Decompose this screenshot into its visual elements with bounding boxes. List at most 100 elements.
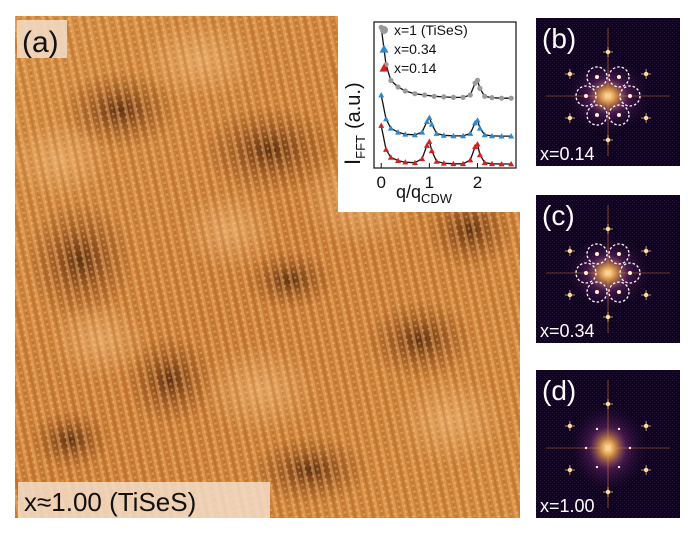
inset-point	[383, 115, 390, 122]
inset-point	[498, 95, 505, 101]
inset-point	[450, 160, 457, 167]
fft-panel-label: (d)	[542, 375, 576, 406]
inset-xlabel-sub: CDW	[421, 191, 453, 206]
inset-point	[489, 95, 495, 101]
fft-panel-caption: x=0.14	[540, 144, 595, 164]
inset-series-0	[378, 24, 514, 101]
inset-xtick-label: 0	[376, 173, 385, 192]
fft-panel-label: (c)	[542, 200, 575, 231]
fft-dashed-circle	[619, 262, 641, 284]
fft-dashed-circle	[608, 66, 630, 88]
fft-cdw-peak	[584, 446, 588, 450]
inset-fit-line-1	[380, 94, 512, 137]
inset-point	[482, 93, 488, 99]
inset-point	[498, 161, 505, 167]
inset-point	[488, 160, 495, 167]
fft-panel-label: (b)	[542, 23, 576, 54]
fft-dashed-circle	[575, 262, 597, 284]
inset-point	[395, 84, 401, 90]
inset-point	[411, 159, 418, 166]
inset-point	[498, 133, 505, 139]
inset-point	[423, 142, 430, 148]
inset-point	[508, 133, 515, 139]
inset-series-1	[378, 92, 515, 139]
inset-point	[433, 130, 440, 136]
fft-panel-caption: x=1.00	[540, 496, 595, 516]
inset-x-ticks: 0 1 2	[376, 163, 482, 192]
fft-cdw-peak	[617, 74, 621, 79]
inset-point	[402, 88, 408, 94]
inset-point	[421, 92, 428, 98]
fft-cdw-peak	[617, 465, 621, 469]
inset-point	[411, 131, 418, 138]
fft-dashed-circle	[575, 85, 597, 107]
fft-dashed-circle	[586, 281, 608, 303]
inset-point	[481, 131, 488, 138]
fft-cdw-peak	[584, 94, 588, 98]
inset-point	[378, 122, 385, 128]
fft-dashed-circle	[608, 243, 630, 265]
inset-legend-label: x=1 (TiSeS)	[394, 22, 468, 38]
inset-point	[428, 147, 435, 154]
inset-point	[460, 160, 467, 167]
svg-text:q/qCDW: q/qCDW	[396, 182, 453, 206]
fft-cdw-peak	[595, 290, 599, 295]
inset-point	[508, 95, 514, 101]
svg-text:IFFT(a.u.): IFFT (a.u.)	[340, 82, 368, 165]
inset-point	[431, 93, 437, 99]
fft-panel-caption: x=0.34	[540, 321, 595, 341]
inset-point	[419, 155, 426, 162]
inset-ylabel-main: I	[340, 159, 365, 165]
inset-point	[474, 141, 481, 147]
inset-point	[467, 130, 474, 136]
inset-point	[387, 154, 394, 160]
inset-axes-frame	[373, 21, 517, 169]
inset-point	[426, 114, 433, 120]
inset-point	[508, 161, 515, 167]
inset-legend-marker	[379, 63, 389, 72]
inset-point	[474, 77, 481, 83]
fft-cdw-peak	[595, 465, 599, 469]
inset-point	[481, 159, 488, 166]
inset-ylabel-sub: FFT	[353, 135, 368, 159]
inset-point	[460, 94, 466, 100]
inset-xtick-label: 1	[425, 173, 434, 192]
fft-cdw-peak	[595, 74, 599, 79]
inset-legend-label: x=0.34	[394, 41, 437, 57]
inset-point	[433, 158, 440, 164]
fft-panel-b: (b) x=0.14	[536, 18, 680, 166]
inset-plot-area	[378, 24, 515, 167]
inset-point	[387, 125, 394, 131]
panel-a-caption-box: x≈1.00 (TiSeS)	[18, 482, 270, 518]
panel-a-caption: x≈1.00 (TiSeS)	[24, 487, 196, 517]
inset-point	[378, 92, 385, 98]
fft-cdw-peak	[595, 113, 599, 118]
fft-dashed-circle	[608, 104, 630, 126]
fft-panel-d: (d) x=1.00	[536, 370, 680, 518]
inset-point	[488, 132, 495, 139]
inset-chart-bg	[338, 16, 520, 212]
inset-legend-marker	[380, 26, 388, 34]
fft-dashed-circle	[619, 85, 641, 107]
fft-cdw-peak	[628, 94, 632, 98]
inset-xlabel: q/qCDW	[396, 182, 453, 206]
fft-cdw-peak	[617, 251, 621, 256]
inset-point	[467, 92, 473, 98]
fft-dashed-circle	[586, 104, 608, 126]
inset-legend-marker	[379, 44, 389, 53]
fft-dashed-circle	[586, 243, 608, 265]
inset-point	[450, 94, 457, 100]
inset-point	[402, 131, 409, 137]
fft-cdw-peak	[584, 271, 588, 275]
fft-panel-c: (c) x=0.34	[536, 195, 680, 343]
fft-cdw-peak	[595, 427, 599, 431]
inset-point	[440, 132, 447, 138]
fft-cdw-peak	[595, 251, 599, 256]
inset-series-2	[378, 122, 515, 167]
fft-cdw-peak	[628, 446, 632, 450]
inset-point	[477, 85, 483, 91]
inset-point	[383, 146, 390, 152]
inset-xlabel-main: q/q	[396, 182, 421, 202]
inset-point	[428, 121, 435, 127]
